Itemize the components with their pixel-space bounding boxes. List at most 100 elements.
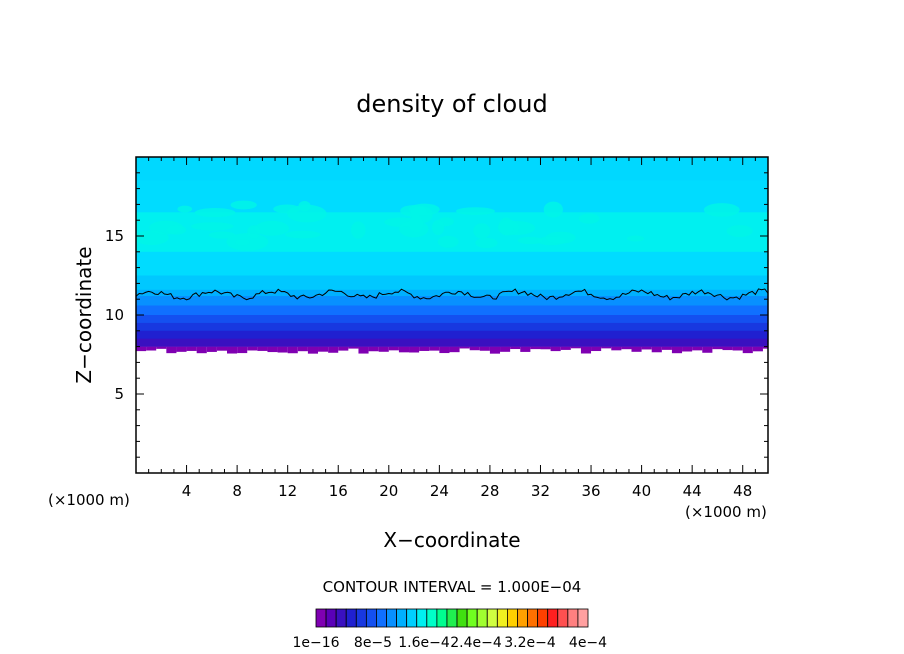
colorbar-swatch xyxy=(396,608,408,628)
density-patch xyxy=(350,221,366,239)
cloud-base-fringe xyxy=(651,346,662,353)
colorbar-swatch xyxy=(365,608,377,628)
cloud-base-fringe xyxy=(459,346,470,349)
density-patch xyxy=(177,205,193,213)
density-patch xyxy=(247,225,261,239)
cloud-base-fringe xyxy=(307,346,319,354)
cloud-base-fringe xyxy=(156,346,167,349)
x-axis: 4 8 12 16 20 24 28 32 36 40 44 48 xyxy=(148,157,756,500)
cloud-base-fringe xyxy=(601,346,612,349)
x-unit-label-left: (×1000 m) xyxy=(48,491,130,509)
cloud-base-fringe xyxy=(166,346,177,354)
colorbar-label: 1e−16 xyxy=(292,635,339,651)
density-patch xyxy=(284,230,321,239)
cloud-base-fringe xyxy=(267,346,278,353)
cloud-base-fringe xyxy=(580,346,592,354)
density-patch xyxy=(235,239,250,246)
cloud-base-fringe xyxy=(297,346,308,352)
colorbar-swatch xyxy=(446,608,458,628)
colorbar-swatch xyxy=(355,608,367,628)
cloud-base-fringe xyxy=(146,346,157,351)
cloud-base-fringe xyxy=(621,346,632,350)
cloud-base-fringe xyxy=(449,346,460,353)
colorbar-swatch xyxy=(537,608,549,628)
cloud-base-fringe xyxy=(702,346,713,353)
cloud-base-fringe xyxy=(479,346,490,351)
cloud-base-fringe xyxy=(419,346,430,351)
colorbar-swatch xyxy=(547,608,559,628)
cloud-base-fringe xyxy=(631,346,642,352)
chart-title: density of cloud xyxy=(356,90,547,118)
y-tick-label: 15 xyxy=(105,227,124,245)
cloud-base-fringe xyxy=(641,346,652,350)
colorbar-label: 4e−4 xyxy=(569,635,607,651)
cloud-base-fringe xyxy=(489,346,501,354)
density-patch xyxy=(517,236,543,245)
y-tick-label: 10 xyxy=(105,306,124,324)
x-tick-label: 24 xyxy=(430,482,449,500)
cloud-base-fringe xyxy=(500,346,511,352)
colorbar-swatch xyxy=(456,608,468,628)
cloud-base-fringe xyxy=(136,346,147,352)
colorbar-swatch xyxy=(426,608,438,628)
colorbar-label: 2.4e−4 xyxy=(450,635,502,651)
cloud-base-fringe xyxy=(692,346,703,351)
x-tick-label: 36 xyxy=(581,482,600,500)
colorbar-swatch xyxy=(335,608,347,628)
x-tick-label: 32 xyxy=(531,482,550,500)
density-patch xyxy=(437,235,459,248)
x-tick-label: 44 xyxy=(683,482,702,500)
density-patch xyxy=(578,213,600,224)
cloud-base-fringe xyxy=(348,346,359,349)
cloud-base-fringe xyxy=(762,346,768,349)
cloud-base-fringe xyxy=(682,346,693,352)
y-axis-label: Z−coordinate xyxy=(72,246,96,383)
density-patch xyxy=(475,237,498,249)
x-tick-label: 28 xyxy=(480,482,499,500)
contour-line xyxy=(136,288,768,301)
density-patch xyxy=(399,220,429,238)
density-patch xyxy=(230,200,257,210)
density-patch xyxy=(626,235,645,242)
cloud-base-fringe xyxy=(560,346,571,350)
density-patch xyxy=(726,225,753,238)
cloud-base-fringe xyxy=(752,346,763,352)
density-patch xyxy=(498,217,514,236)
density-patch xyxy=(194,207,236,218)
cloud-base-fringe xyxy=(530,346,541,350)
colorbar-swatch xyxy=(486,608,498,628)
cloud-base-fringe xyxy=(388,346,399,351)
cloud-base-fringe xyxy=(318,346,329,352)
cloud-base-fringe xyxy=(216,346,228,351)
density-patch xyxy=(255,220,289,236)
cloud-base-fringe xyxy=(742,346,753,354)
x-tick-label: 20 xyxy=(379,482,398,500)
colorbar-swatch xyxy=(416,608,428,628)
density-patch xyxy=(191,222,234,231)
x-tick-label: 8 xyxy=(232,482,242,500)
density-patch xyxy=(703,203,740,217)
density-patch xyxy=(543,201,564,218)
x-tick-label: 40 xyxy=(632,482,651,500)
colorbar-swatch xyxy=(567,608,579,628)
cloud-base-fringe xyxy=(429,346,440,351)
x-tick-label: 16 xyxy=(329,482,348,500)
density-patch xyxy=(431,219,445,236)
cloud-base-fringe xyxy=(398,346,410,353)
cloud-base-fringe xyxy=(570,346,581,349)
x-tick-label: 48 xyxy=(733,482,752,500)
cloud-base-fringe xyxy=(277,346,288,353)
cloud-base-fringe xyxy=(722,346,733,351)
y-axis: 5 10 15 xyxy=(105,172,768,458)
cloud-base-fringe xyxy=(550,346,561,352)
density-patch xyxy=(473,223,491,239)
colorbar-swatch xyxy=(345,608,357,628)
density-patch xyxy=(545,231,576,244)
cloud-base-fringe xyxy=(732,346,743,351)
colorbar-swatch xyxy=(436,608,448,628)
cloud-density-field xyxy=(136,157,768,354)
cloud-base-fringe xyxy=(176,346,187,352)
colorbar-swatch xyxy=(507,608,518,628)
colorbar-swatch xyxy=(517,608,528,628)
